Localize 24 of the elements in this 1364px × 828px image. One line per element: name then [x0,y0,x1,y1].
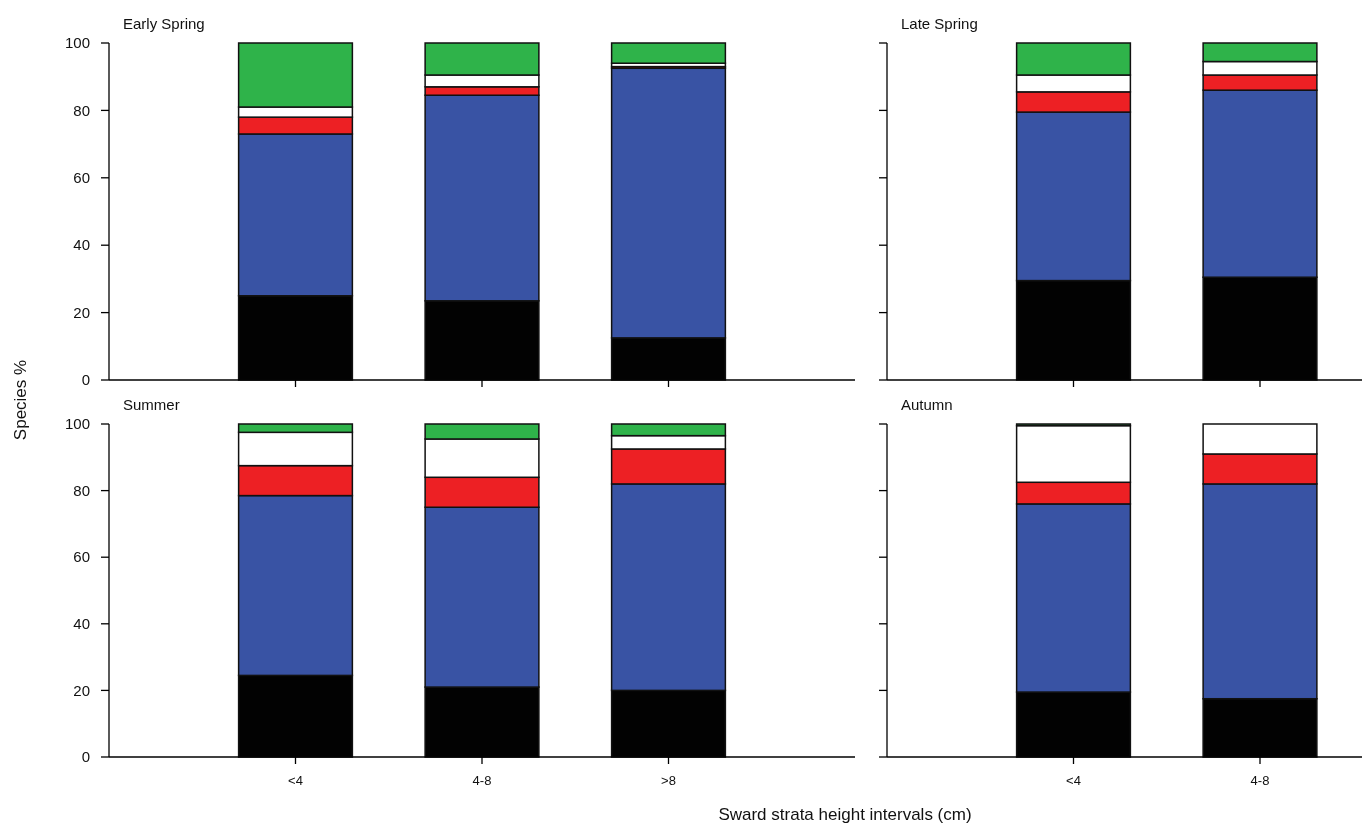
x-tick-label: 4-8 [1250,773,1270,788]
x-axis-title: Sward strata height intervals (cm) [718,805,972,824]
chart-title: Late Spring [901,15,978,32]
y-axis-title: Species % [11,359,30,441]
y-tick-label: 40 [73,615,90,633]
y-tick-label: 0 [81,748,90,766]
x-tick-label: >8 [661,773,676,788]
y-tick-label: 80 [73,481,90,499]
x-tick-label: 4-8 [472,773,492,788]
y-tick-label: 80 [73,101,90,119]
y-tick-label: 60 [73,548,90,566]
y-tick-label: 20 [73,681,90,699]
y-tick-label: 40 [73,236,90,254]
chart-title: Summer [123,396,180,413]
y-tick-label: 100 [64,34,90,52]
chart-title: Autumn [901,396,953,413]
x-tick-label: <4 [1066,773,1081,788]
y-tick-label: 100 [64,415,90,433]
x-tick-label: <4 [288,773,303,788]
y-tick-label: 0 [81,371,90,389]
y-tick-label: 60 [73,169,90,187]
y-tick-label: 20 [73,303,90,321]
bar [610,42,727,64]
chart-title: Early Spring [123,15,205,32]
